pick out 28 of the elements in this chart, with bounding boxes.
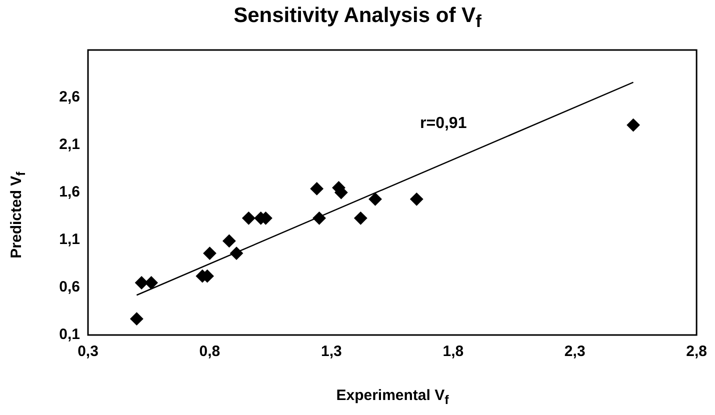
x-tick-label: 1,3 [321,343,342,360]
y-tick-label: 0,6 [59,278,80,296]
x-tick-label: 2,8 [686,343,708,360]
point [230,246,243,260]
point [312,212,326,225]
annotation: r=0,91 [420,115,467,133]
point [130,312,144,326]
point [368,192,382,206]
point [410,192,424,206]
y-tick-label: 1,1 [59,231,80,248]
x-axis-title: Experimental V$_{f}$ [335,387,450,407]
point [203,246,216,260]
y-tick-label: 2,1 [59,136,80,154]
point [135,276,148,290]
y-tick-label: 1,6 [59,184,80,201]
y-tick-label: 2,6 [59,88,80,106]
point [310,182,324,196]
x-tick-label: 2,3 [564,343,586,360]
y-tick-label: 0,1 [59,326,80,344]
point [242,212,256,225]
x-tick-label: 1,8 [442,343,464,360]
point [144,276,158,290]
chart-title: Sensitivity Analysis of V$_{f}$ [232,4,482,32]
point [222,234,236,248]
x-tick-label: 0,3 [78,343,98,360]
point [354,212,368,225]
x-tick-label: 0,8 [199,343,220,360]
point [626,118,640,132]
